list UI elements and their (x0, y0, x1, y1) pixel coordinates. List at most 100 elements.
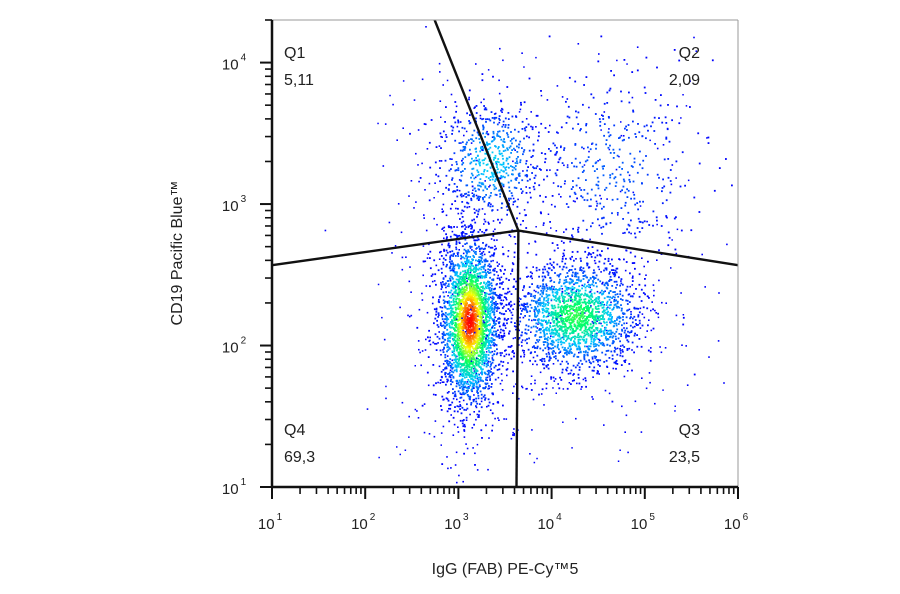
event-dot (636, 334, 638, 336)
event-dot (497, 417, 499, 419)
event-dot (574, 335, 577, 338)
event-dot (575, 326, 578, 329)
event-dot (457, 352, 460, 355)
event-dot (615, 359, 618, 362)
event-dot (463, 309, 465, 312)
event-dot (568, 342, 571, 345)
event-dot (482, 301, 485, 304)
event-dot (496, 348, 498, 351)
event-dot (523, 308, 526, 311)
event-dot (454, 264, 457, 266)
event-dot (573, 314, 575, 316)
event-dot (548, 347, 551, 350)
event-dot (493, 366, 496, 369)
event-dot (481, 317, 483, 320)
event-dot (547, 297, 550, 300)
event-dot (607, 260, 610, 262)
event-dot (584, 345, 586, 348)
event-dot (550, 340, 553, 343)
event-dot (585, 333, 588, 336)
event-dot (585, 319, 587, 322)
event-dot (535, 322, 538, 325)
event-dot (454, 324, 457, 326)
event-dot (631, 280, 634, 282)
event-dot (469, 397, 471, 399)
event-dot (548, 330, 551, 332)
event-dot (458, 313, 461, 316)
event-dot (475, 373, 478, 375)
event-dot (487, 324, 490, 326)
event-dot (488, 272, 490, 274)
event-dot (614, 335, 617, 338)
event-dot (453, 267, 456, 270)
event-dot (473, 387, 475, 389)
event-dot (519, 320, 522, 323)
event-dot (451, 334, 454, 337)
event-dot (563, 322, 566, 325)
event-dot (603, 297, 606, 300)
event-dot (532, 363, 534, 366)
event-dot (541, 388, 544, 391)
event-dot (457, 275, 460, 277)
event-dot (562, 321, 565, 323)
event-dot (613, 361, 616, 364)
event-dot (488, 263, 491, 266)
event-dot (606, 311, 609, 314)
event-dot (461, 225, 464, 228)
event-dot (612, 325, 615, 328)
event-dot (470, 381, 472, 384)
event-dot (475, 371, 477, 373)
event-dot (626, 299, 629, 302)
event-dot (496, 303, 499, 305)
event-dot (457, 294, 459, 297)
event-dot (467, 291, 470, 293)
event-dot (620, 333, 622, 336)
event-dot (573, 340, 575, 343)
event-dot (475, 267, 478, 269)
event-dot (619, 340, 621, 343)
event-dot (610, 331, 613, 334)
event-dot (604, 309, 606, 312)
event-dot (587, 279, 590, 282)
event-dot (470, 231, 472, 233)
event-dot (505, 303, 508, 306)
event-dot (483, 343, 486, 346)
event-dot (478, 311, 480, 314)
event-dot (485, 260, 488, 263)
event-dot (610, 269, 613, 271)
event-dot (465, 339, 468, 342)
event-dot (584, 377, 587, 380)
event-dot (454, 274, 457, 277)
event-dot (427, 253, 430, 255)
event-dot (605, 329, 608, 332)
event-dot (537, 340, 540, 343)
event-dot (613, 340, 615, 343)
event-dot (490, 305, 492, 308)
event-dot (542, 283, 545, 286)
event-dot (607, 247, 609, 250)
event-dot (461, 299, 463, 301)
event-dot (554, 291, 557, 294)
event-dot (533, 289, 536, 292)
event-dot (571, 255, 573, 258)
event-dot (468, 293, 471, 296)
event-dot (527, 329, 530, 331)
event-dot (461, 378, 464, 380)
event-dot (470, 296, 472, 299)
event-dot (582, 350, 585, 353)
event-dot (463, 336, 465, 339)
event-dot (597, 316, 600, 319)
event-dot (610, 329, 612, 332)
event-dot (442, 257, 445, 260)
event-dot (580, 266, 582, 269)
event-dot (537, 323, 539, 325)
event-dot (454, 303, 457, 306)
event-dot (444, 356, 447, 359)
event-dot (511, 268, 514, 271)
event-dot (507, 318, 510, 320)
event-dot (524, 315, 526, 317)
event-dot (623, 327, 625, 329)
event-dot (630, 331, 633, 333)
event-dot (456, 326, 459, 329)
event-dot (502, 361, 505, 363)
